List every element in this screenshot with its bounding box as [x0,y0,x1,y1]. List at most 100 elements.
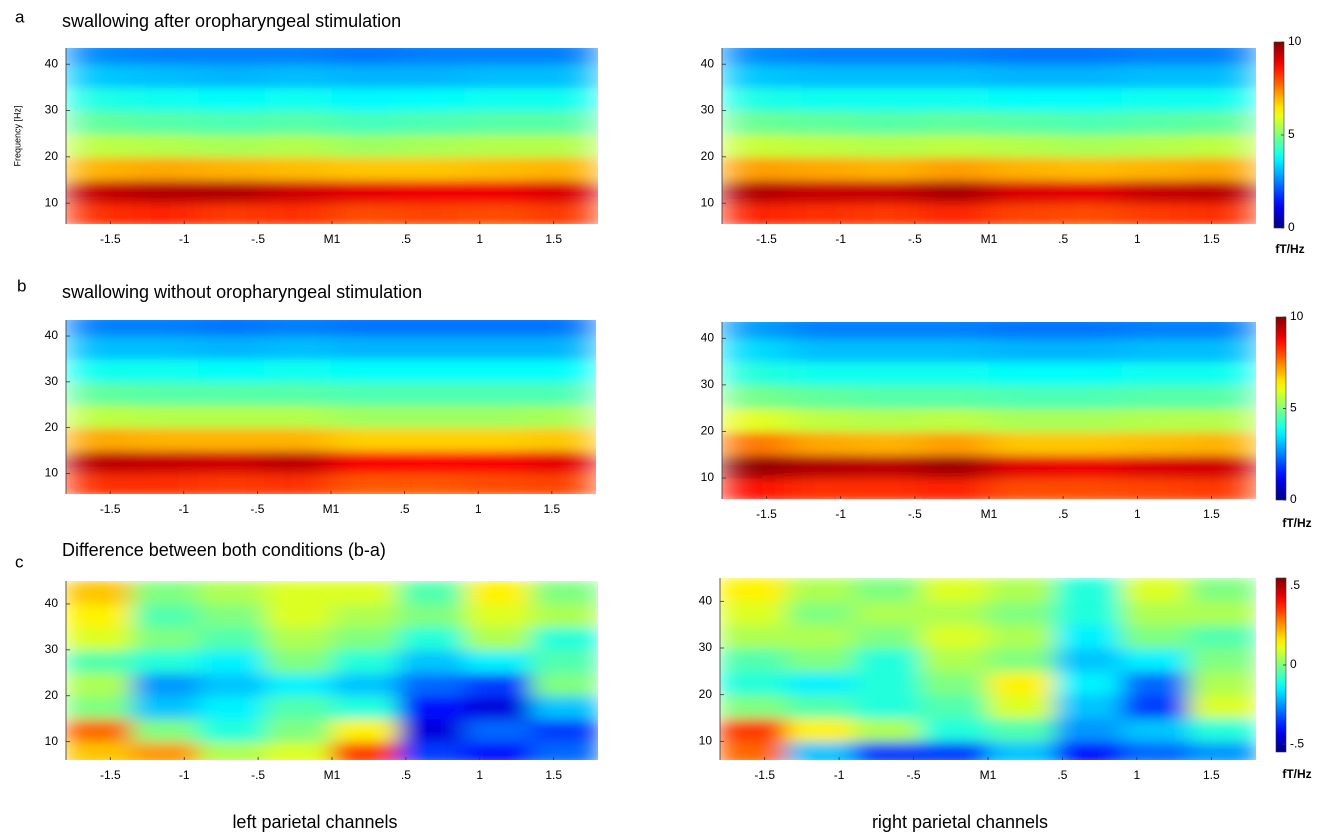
panel-letter: c [15,552,24,571]
heatmap-cell [66,381,133,406]
heatmap-cell [66,358,133,383]
heatmap-cell [132,603,200,628]
x-tick-label: M1 [981,507,998,521]
heatmap-cell [988,337,1057,363]
heatmap-cell [331,179,399,204]
heatmap-cell [264,427,332,451]
heatmap-cell [1122,361,1190,386]
heatmap-cell [531,110,598,135]
heatmap-cell [855,430,923,456]
heatmap-cell [265,133,333,158]
heatmap-cells [722,322,1256,499]
heatmap-cells [66,320,596,494]
heatmap-cell [331,110,399,135]
heatmap-cell [66,626,133,651]
heatmap-cell [855,133,923,158]
heatmap-cell [330,427,398,451]
heatmap-cell [531,156,598,181]
heatmap-cell [1121,647,1190,672]
heatmap-cell [1121,624,1190,649]
x-tick-label: 1.5 [1203,768,1220,782]
heatmap-cell [788,202,856,224]
heatmap-cell [132,48,200,65]
heatmap-cell [198,427,266,451]
colorbar-tick-label: .5 [1290,578,1300,592]
heatmap-cell [132,649,200,674]
heatmap-cell [1122,133,1190,158]
heatmap-cell [330,404,398,429]
heatmap-cell [132,626,200,651]
heatmap [722,48,1256,224]
heatmap-cell [331,741,399,760]
y-tick-label: 30 [699,640,713,654]
heatmap-cell [264,381,332,406]
heatmap-cell [853,717,922,742]
heatmap-cell [788,454,856,479]
x-tick-label: .5 [1057,768,1067,782]
heatmap-cell [398,86,466,112]
heatmap-cell [131,404,199,429]
heatmap-cell [788,322,856,339]
heatmap-cell [1188,361,1256,386]
x-tick-label: 1 [1134,768,1141,782]
heatmap-cell [722,133,790,158]
x-tick-label: -.5 [907,768,921,782]
heatmap-cell [131,427,199,451]
heatmap-cell [1122,63,1190,88]
heatmap-cell [265,695,333,720]
heatmap-cell [788,133,856,158]
heatmap-cell [198,335,266,360]
heatmap-cell [786,647,855,672]
heatmap-cell [786,717,855,742]
heatmap-cell [132,202,200,224]
heatmap-cell [398,156,466,181]
heatmap-cell [987,740,1056,760]
heatmap-cell [198,649,266,674]
x-tick-label: M1 [980,768,997,782]
x-tick-label: 1.5 [1203,232,1220,246]
x-tick-label: 1 [476,232,483,246]
heatmap [66,48,598,224]
heatmap-cell [988,86,1057,112]
heatmap-cell [720,717,788,742]
x-tick-label: 1.5 [1203,507,1220,521]
heatmap-cell [855,322,923,339]
heatmap-cell [131,381,199,406]
heatmap-cell [464,581,532,605]
heatmap-cell [396,358,464,383]
heatmap-cell [988,133,1057,158]
heatmap-cell [855,477,923,499]
panel-letter: a [15,7,25,26]
heatmap-cell [198,63,266,88]
heatmap-cell [1121,578,1190,602]
heatmap-cell [1188,430,1256,456]
heatmap-cell [855,48,923,65]
heatmap-cell [788,86,856,112]
heatmap-cell [720,647,788,672]
heatmap-cell [396,472,464,494]
heatmap-cell [131,472,199,494]
heatmap-cell [722,322,790,339]
x-tick-label: -.5 [908,232,922,246]
heatmap-cell [1188,110,1256,135]
heatmap-cell [132,86,200,112]
y-tick-label: 30 [701,103,715,117]
heatmap-cell [265,741,333,760]
heatmap-cell [1054,647,1123,672]
heatmap-cell [921,179,990,204]
x-tick-label: 1.5 [545,768,562,782]
heatmap-cell [331,718,399,743]
y-axis-label: Frequency [Hz] [12,105,22,166]
heatmap [720,578,1256,760]
y-tick-label: 20 [45,688,59,702]
heatmap-cell [1122,202,1190,224]
heatmap-cell [398,48,466,65]
heatmap-cell [464,202,532,224]
colorbar-label: fT/Hz [1282,767,1311,781]
heatmap-cell [330,472,398,494]
x-tick-label: -1.5 [100,232,121,246]
heatmap-cell [921,477,990,499]
heatmap-cell [265,581,333,605]
heatmap-cell [265,649,333,674]
heatmap-cell [331,626,399,651]
